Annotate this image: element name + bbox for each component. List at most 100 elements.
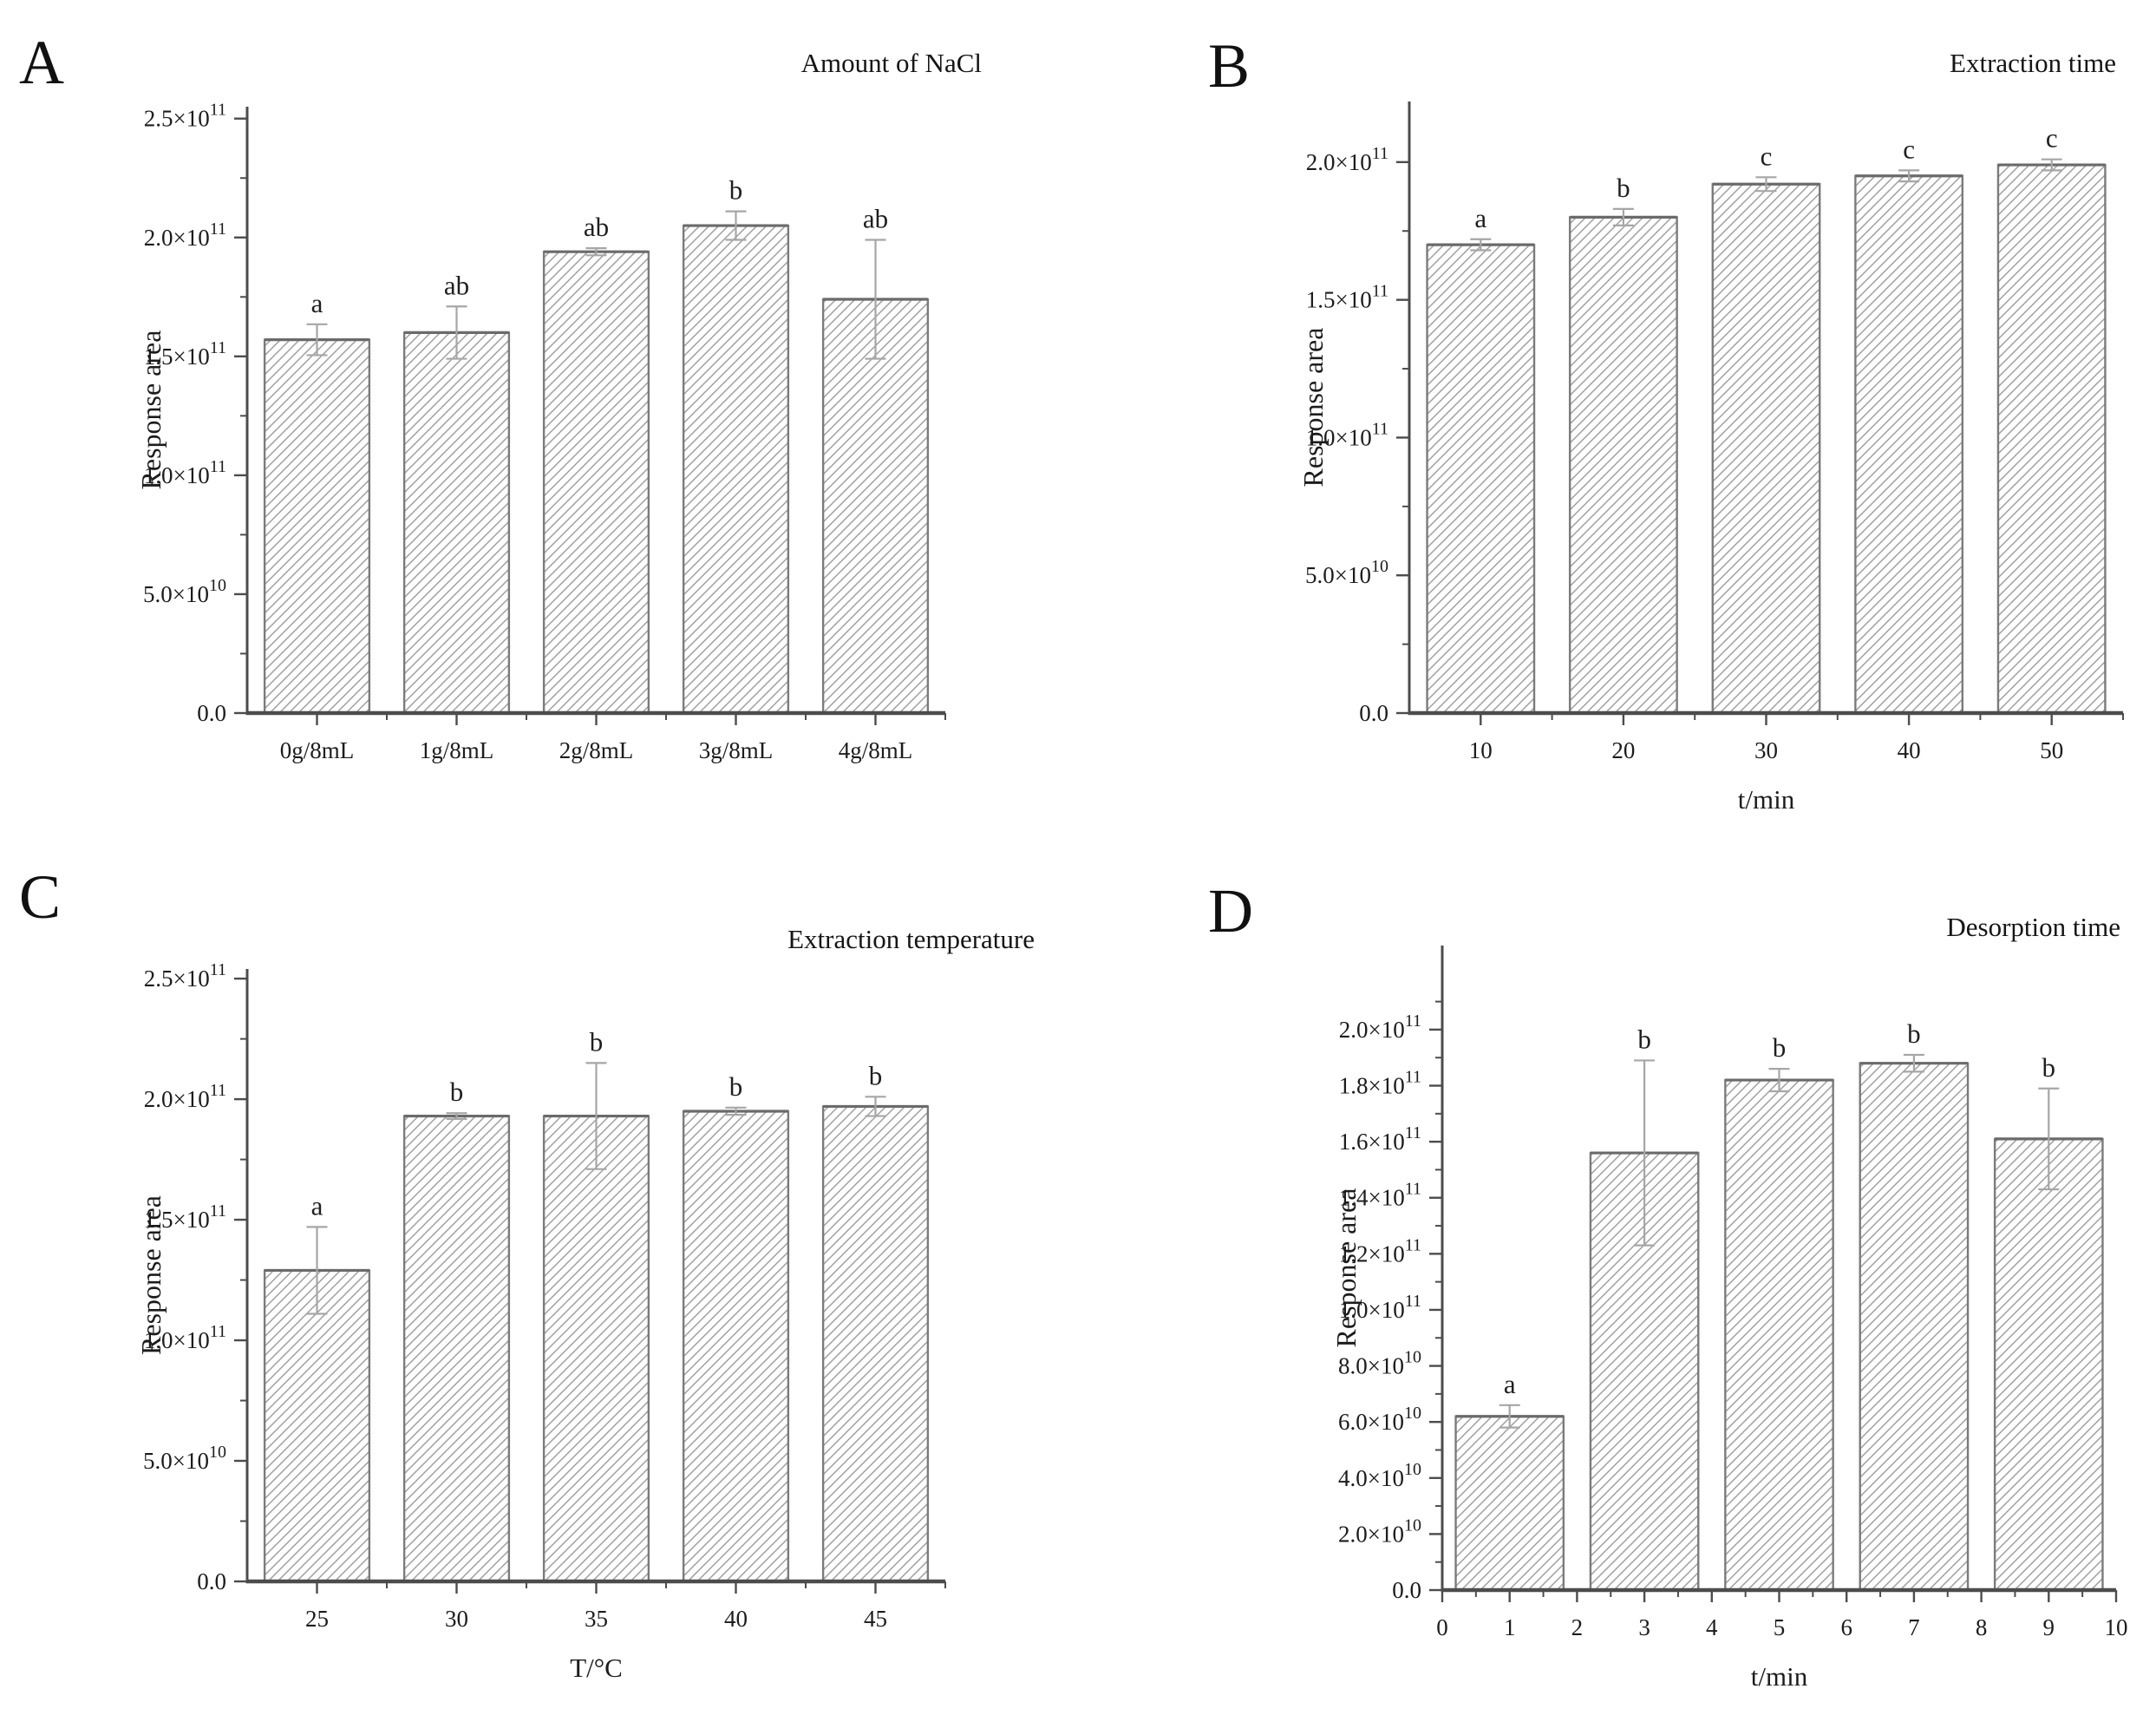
x-tick-label: 10 — [2105, 1614, 2128, 1640]
sig-letter: b — [450, 1077, 464, 1107]
panel-letter-a: A — [19, 28, 64, 97]
chart-desorption-time: a b b b b 0.0 2.0×1010 4.0×1010 6.0×1010 8.0×1010… — [1330, 946, 2128, 1692]
x-tick-label: 0 — [1436, 1614, 1448, 1640]
panel-c: C Extraction temperature a b b b b 0.0 5.0×101… — [0, 857, 1078, 1714]
bar — [1995, 1138, 2103, 1590]
sig-letter: b — [1637, 1024, 1651, 1054]
bar — [404, 1116, 509, 1581]
sig-letter: ab — [584, 212, 609, 242]
sig-letter: b — [1907, 1018, 1921, 1049]
panel-letter-b: B — [1208, 31, 1251, 101]
sig-letter: b — [2042, 1052, 2056, 1083]
panel-title-c: Extraction temperature — [787, 924, 1035, 954]
sig-letter: ab — [444, 270, 469, 300]
y-tick-label: 0.0 — [1359, 700, 1388, 726]
sig-letter: c — [1761, 141, 1773, 171]
y-tick-label: 2.0×1011 — [1306, 144, 1388, 175]
x-tick-label: 35 — [585, 1606, 608, 1632]
sig-letter: a — [311, 288, 323, 318]
bar — [1859, 1063, 1969, 1590]
x-axis-label: T/°C — [570, 1653, 623, 1683]
sig-letter: c — [2046, 123, 2058, 154]
x-tick-label: 40 — [724, 1606, 748, 1632]
error-bar — [1499, 1404, 1520, 1429]
error-bar — [865, 239, 886, 360]
x-tick-label: 20 — [1611, 737, 1635, 763]
bar — [1455, 1416, 1564, 1590]
panel-a: A Amount of NaCl a ab ab b ab 0.0 5.0×1010 1.0×… — [0, 0, 1078, 857]
sig-letter: b — [590, 1026, 604, 1057]
panel-b: B Extraction time a b c c c 0.0 5.0×1010 1.0×10… — [1078, 0, 2156, 857]
sig-letter: a — [311, 1190, 323, 1221]
y-tick-label: 5.0×1010 — [143, 1443, 226, 1474]
bar — [1570, 217, 1677, 714]
x-tick-label: 25 — [305, 1606, 329, 1632]
x-tick-label: 5 — [1774, 1614, 1786, 1640]
error-bar — [585, 1062, 607, 1170]
error-bar — [1903, 1053, 1924, 1073]
x-axis-label: t/min — [1751, 1661, 1808, 1692]
chart-extraction-time: a b c c c 0.0 5.0×1010 1.0×1011 1.5×1011 2.0×1011… — [1297, 101, 2124, 815]
y-tick-label: 2.5×1011 — [144, 101, 226, 132]
x-tick-label: 3g/8mL — [699, 737, 774, 763]
bar — [823, 1106, 928, 1581]
y-tick-label: 2.0×1011 — [1339, 1011, 1421, 1043]
error-bar — [585, 247, 607, 257]
error-bar — [306, 1226, 328, 1315]
x-tick-label: 1g/8mL — [420, 737, 494, 763]
x-tick-label: 1 — [1504, 1614, 1516, 1640]
sig-letter: b — [729, 175, 743, 206]
x-tick-label: 7 — [1908, 1614, 1920, 1640]
bar — [1997, 165, 2106, 714]
sig-letter: ab — [863, 204, 888, 234]
sig-letter: b — [869, 1060, 883, 1090]
error-bar — [1755, 176, 1777, 193]
y-tick-label: 2.0×1010 — [1338, 1515, 1421, 1547]
panel-title-d: Desorption time — [1946, 912, 2120, 942]
y-axis-label: Response area — [1330, 1188, 1362, 1348]
panel-title-a: Amount of NaCl — [800, 48, 982, 78]
x-tick-label: 6 — [1840, 1614, 1852, 1640]
bar — [404, 332, 509, 713]
sig-letter: b — [729, 1071, 743, 1102]
error-bar — [1768, 1068, 1790, 1093]
error-bar — [306, 323, 328, 357]
error-bar — [1470, 238, 1492, 252]
y-axis-label: Response area — [1297, 328, 1329, 488]
y-tick-label: 2.0×1011 — [144, 1081, 226, 1112]
x-axis-label: t/min — [1738, 784, 1795, 815]
y-axis-label: Response area — [135, 331, 167, 490]
sig-letter: a — [1474, 203, 1486, 233]
y-tick-label: 1.0×1011 — [1306, 419, 1388, 450]
y-tick-label: 2.5×1011 — [144, 960, 226, 992]
x-tick-label: 30 — [1754, 737, 1778, 763]
y-tick-label: 0.0 — [197, 1568, 226, 1594]
bar — [265, 339, 369, 713]
sig-letter: b — [1773, 1032, 1787, 1063]
y-tick-label: 1.8×1011 — [1339, 1068, 1421, 1099]
error-bar — [1634, 1059, 1656, 1247]
y-tick-label: 5.0×1010 — [143, 576, 226, 607]
y-tick-label: 6.0×1010 — [1338, 1404, 1421, 1435]
x-tick-label: 40 — [1898, 737, 1921, 763]
error-bar — [1612, 207, 1634, 227]
sig-letter: b — [1617, 173, 1630, 203]
y-axis-label: Response area — [135, 1195, 167, 1355]
error-bar — [725, 210, 747, 241]
x-tick-label: 4g/8mL — [839, 737, 913, 763]
bar — [1427, 245, 1535, 713]
bar — [1855, 175, 1963, 714]
x-tick-label: 45 — [864, 1606, 887, 1632]
bar — [683, 226, 788, 713]
bar — [544, 1116, 649, 1581]
bar — [683, 1110, 788, 1581]
bar — [1712, 184, 1820, 713]
panel-title-b: Extraction time — [1950, 48, 2116, 78]
bar — [1725, 1080, 1833, 1590]
x-tick-label: 2 — [1571, 1614, 1584, 1640]
y-tick-label: 0.0 — [197, 700, 226, 726]
error-bar — [2041, 158, 2062, 172]
x-tick-label: 8 — [1976, 1614, 1988, 1640]
